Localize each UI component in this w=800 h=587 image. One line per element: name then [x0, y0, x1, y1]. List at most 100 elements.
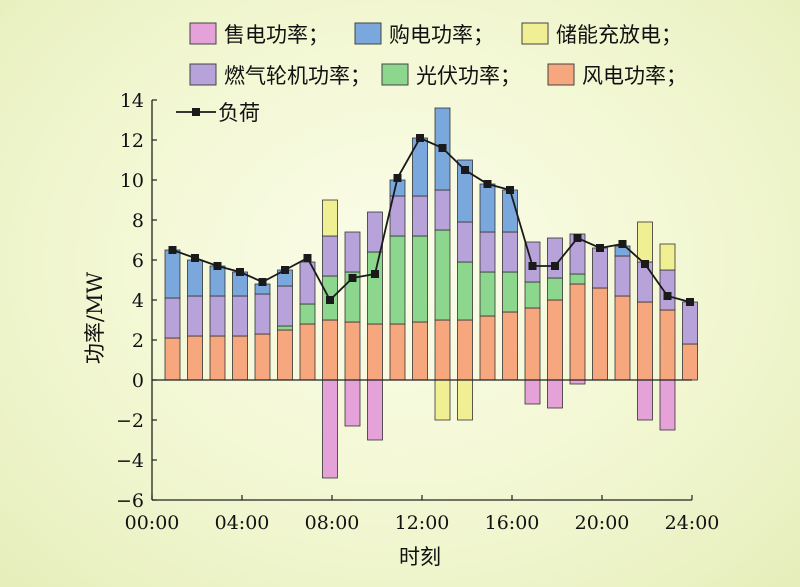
- bar-gas-h16: [502, 231, 518, 273]
- bar-gas-h4: [232, 295, 248, 337]
- legend-swatch-storage: [521, 22, 549, 45]
- x-axis-label: 时刻: [399, 545, 441, 569]
- load-point-h21: [618, 240, 627, 248]
- bar-buy-h14: [457, 159, 473, 223]
- bar-gas-h21: [614, 255, 631, 297]
- load-line: [168, 134, 694, 306]
- load-point-h11: [393, 174, 402, 182]
- y-axis-label: 功率/MW: [83, 272, 107, 365]
- bar-storage-h13: [434, 379, 451, 421]
- x-tick-label: 08:00: [305, 512, 360, 534]
- bar-pv-h6: [277, 325, 293, 331]
- bar-gas-h9: [344, 231, 361, 273]
- bar-gas-h20: [592, 247, 608, 289]
- load-point-h19: [573, 234, 582, 242]
- bar-wind-h18: [547, 299, 563, 381]
- bar-gas-h3: [209, 295, 226, 337]
- bar-wind-h22: [637, 301, 653, 381]
- x-tick-label: 12:00: [395, 512, 450, 534]
- bar-wind-h6: [277, 329, 293, 381]
- bar-pv-h19: [569, 273, 586, 285]
- y-tick-label: 4: [132, 290, 144, 312]
- bar-gas-h1: [164, 297, 181, 339]
- load-point-h6: [281, 266, 289, 274]
- bar-buy-h16: [502, 189, 518, 233]
- bar-pv-h16: [502, 271, 518, 313]
- load-point-h8: [326, 296, 334, 304]
- axes: −6 −4 −2 0 2 4 6 8 10 12 14 00:00 04:00 08:00 12:00 16:…: [116, 90, 719, 534]
- bar-buy-h15: [479, 183, 496, 233]
- bar-wind-h12: [412, 321, 428, 381]
- legend-swatch-buy: [354, 22, 382, 45]
- bar-storage-h22: [637, 221, 653, 263]
- bar-pv-h17: [524, 281, 541, 309]
- load-point-h20: [596, 244, 604, 252]
- bar-gas-h8: [322, 235, 338, 277]
- legend-label-wind: 风电功率；: [582, 64, 687, 88]
- x-tick-label: 24:00: [665, 512, 720, 534]
- bar-gas-h6: [277, 285, 293, 327]
- x-tick-label: 00:00: [125, 512, 180, 534]
- bar-gas-h14: [457, 221, 473, 263]
- bar-wind-h14: [457, 319, 473, 381]
- y-tick-label: 6: [132, 250, 144, 272]
- load-point-h5: [258, 278, 267, 286]
- bar-wind-h3: [209, 335, 226, 381]
- load-point-h4: [236, 268, 244, 276]
- y-tick-label: 0: [132, 370, 144, 392]
- bar-wind-h9: [344, 321, 361, 381]
- bar-buy-h3: [209, 265, 226, 297]
- y-tick-label: −2: [116, 410, 144, 432]
- load-point-h17: [528, 262, 537, 270]
- load-point-h24: [686, 298, 694, 306]
- bar-wind-h13: [434, 319, 451, 381]
- bar-pv-h10: [367, 251, 383, 325]
- y-tick-label: −4: [116, 450, 144, 472]
- bar-pv-h14: [457, 261, 473, 321]
- y-tick-label: 10: [120, 170, 144, 192]
- bar-gas-h18: [547, 237, 563, 279]
- legend: 售电功率； 购电功率； 储能充放电； 燃气轮机功率； 光伏功率； 风电功率； 负荷: [176, 22, 687, 125]
- bar-storage-h23: [659, 243, 676, 271]
- load-point-h7: [303, 254, 312, 262]
- bar-wind-h16: [502, 311, 518, 381]
- load-point-h1: [168, 246, 177, 254]
- bar-gas-h5: [254, 293, 271, 335]
- bar-sell-h22: [637, 379, 653, 421]
- y-tick-label: 14: [120, 90, 144, 112]
- bar-gas-h24: [682, 301, 698, 345]
- x-tick-label: 16:00: [485, 512, 540, 534]
- bar-gas-h12: [412, 195, 428, 237]
- bar-gas-h13: [434, 189, 451, 231]
- bar-wind-h1: [164, 337, 181, 381]
- legend-label-sell: 售电功率；: [224, 23, 329, 47]
- bar-wind-h2: [187, 335, 203, 381]
- bar-sell-h17: [524, 379, 541, 405]
- bar-pv-h11: [389, 235, 406, 325]
- bar-wind-h17: [524, 307, 541, 381]
- bar-wind-h15: [479, 315, 496, 381]
- bar-buy-h11: [389, 179, 406, 197]
- bar-wind-h10: [367, 323, 383, 381]
- bar-gas-h15: [479, 231, 496, 273]
- legend-label-gas: 燃气轮机功率；: [224, 64, 371, 88]
- bar-wind-h23: [659, 309, 676, 381]
- y-tick-label: −6: [116, 490, 144, 512]
- y-tick-label: 2: [132, 330, 144, 352]
- bar-sell-h8: [322, 379, 338, 479]
- legend-label-pv: 光伏功率；: [416, 64, 521, 88]
- legend-label-load: 负荷: [218, 101, 260, 125]
- bar-gas-h10: [367, 211, 383, 253]
- legend-swatch-gas: [189, 63, 217, 86]
- load-point-h13: [438, 144, 447, 152]
- bar-gas-h2: [187, 295, 203, 337]
- legend-swatch-pv: [381, 63, 409, 86]
- bar-pv-h7: [299, 303, 316, 325]
- load-point-h2: [191, 254, 199, 262]
- load-point-h15: [483, 180, 492, 188]
- bar-wind-h19: [569, 283, 586, 381]
- bars: [164, 107, 698, 479]
- load-point-h10: [371, 270, 379, 278]
- load-point-h22: [641, 260, 649, 268]
- load-series-line: [172, 136, 691, 303]
